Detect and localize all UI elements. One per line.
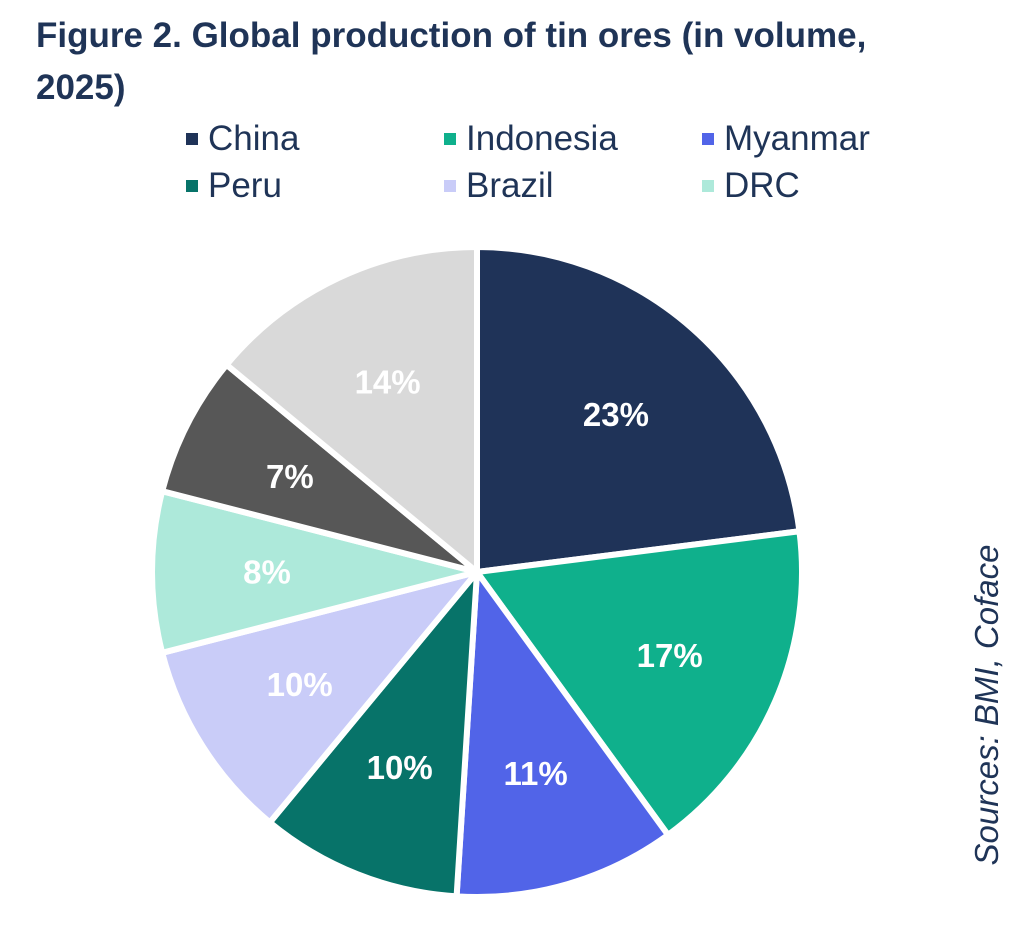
legend-item-drc: DRC bbox=[702, 162, 902, 209]
legend-swatch bbox=[702, 132, 714, 145]
pie-slice-myanmar bbox=[453, 569, 672, 900]
chart-title: Figure 2. Global production of tin ores … bbox=[36, 16, 867, 107]
legend-item-brazil: Brazil bbox=[444, 162, 702, 209]
legend-label: Myanmar bbox=[724, 118, 870, 158]
data-label-indonesia: 17% bbox=[637, 637, 703, 674]
chart-legend: China Indonesia Myanmar Peru Brazil DRC bbox=[186, 115, 906, 209]
legend-label: Peru bbox=[208, 165, 282, 205]
legend-item-indonesia: Indonesia bbox=[444, 115, 702, 162]
legend-label: Indonesia bbox=[466, 118, 618, 158]
pie-data-labels: 23% 17% 11% 10% 10% 8% 7% 14% bbox=[243, 364, 703, 793]
legend-label: Brazil bbox=[466, 165, 554, 205]
data-label-unlabeled-7: 7% bbox=[266, 458, 314, 495]
data-label-drc: 8% bbox=[243, 554, 291, 591]
data-label-peru: 10% bbox=[367, 749, 433, 786]
legend-label: DRC bbox=[724, 165, 800, 205]
legend-swatch bbox=[702, 179, 714, 192]
pie-slices bbox=[149, 244, 805, 900]
data-label-unlabeled-8: 14% bbox=[355, 364, 421, 401]
pie-slice-indonesia bbox=[474, 528, 805, 838]
legend-swatch bbox=[444, 179, 456, 192]
data-label-brazil: 10% bbox=[267, 666, 333, 703]
legend-item-myanmar: Myanmar bbox=[702, 115, 902, 162]
legend-item-china: China bbox=[186, 115, 444, 162]
source-note: Sources: BMI, Coface bbox=[968, 544, 1005, 866]
legend-label: China bbox=[208, 118, 300, 158]
legend-swatch bbox=[186, 132, 198, 145]
legend-item-peru: Peru bbox=[186, 162, 444, 209]
pie-slice-drc bbox=[149, 488, 480, 656]
pie-slice-china bbox=[474, 244, 803, 575]
pie-slice-unlabeled-8 bbox=[223, 244, 480, 575]
legend-swatch bbox=[444, 132, 456, 145]
data-label-myanmar: 11% bbox=[503, 755, 567, 792]
pie-slice-unlabeled-7 bbox=[159, 361, 480, 575]
pie-slice-peru bbox=[266, 569, 480, 900]
data-label-china: 23% bbox=[583, 396, 649, 433]
legend-swatch bbox=[186, 179, 198, 192]
